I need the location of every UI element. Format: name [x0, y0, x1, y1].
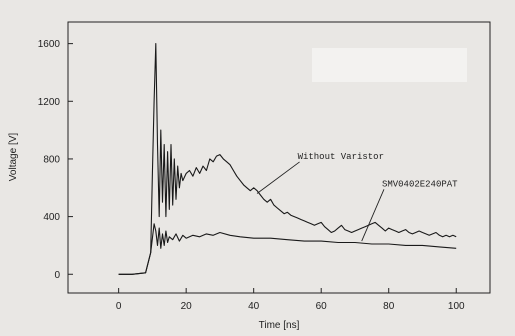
series-layer	[118, 43, 457, 275]
y-tick-label: 400	[43, 212, 60, 223]
y-axis-title: Voltage [V]	[8, 133, 19, 182]
annotation-label: SMV0402E240PAT	[382, 179, 458, 189]
y-tick-label: 0	[54, 270, 60, 281]
annotation-arrow	[256, 161, 300, 194]
plot-frame	[67, 21, 491, 294]
series-line-1	[118, 223, 457, 275]
glare-patch	[312, 48, 467, 82]
x-tick-label: 40	[248, 301, 260, 312]
x-tick-label: 60	[316, 301, 328, 312]
annotation-label: Without Varistor	[298, 152, 384, 162]
series-line-0	[118, 43, 457, 275]
y-tick-label: 1200	[38, 97, 61, 108]
x-axis-title: Time [ns]	[259, 320, 300, 331]
x-tick-label: 0	[116, 301, 122, 312]
x-tick-label: 100	[448, 301, 465, 312]
y-tick-label: 1600	[38, 39, 61, 50]
annotation-layer: Without Varistor SMV0402E240PAT	[256, 152, 458, 242]
annotation-arrow	[361, 189, 385, 242]
x-tick-label: 20	[181, 301, 193, 312]
x-tick-label: 80	[383, 301, 395, 312]
y-tick-label: 800	[43, 154, 60, 165]
axis-ticks: 0 20 40 60 80 100 0 400 800 1200 1600	[38, 39, 465, 312]
